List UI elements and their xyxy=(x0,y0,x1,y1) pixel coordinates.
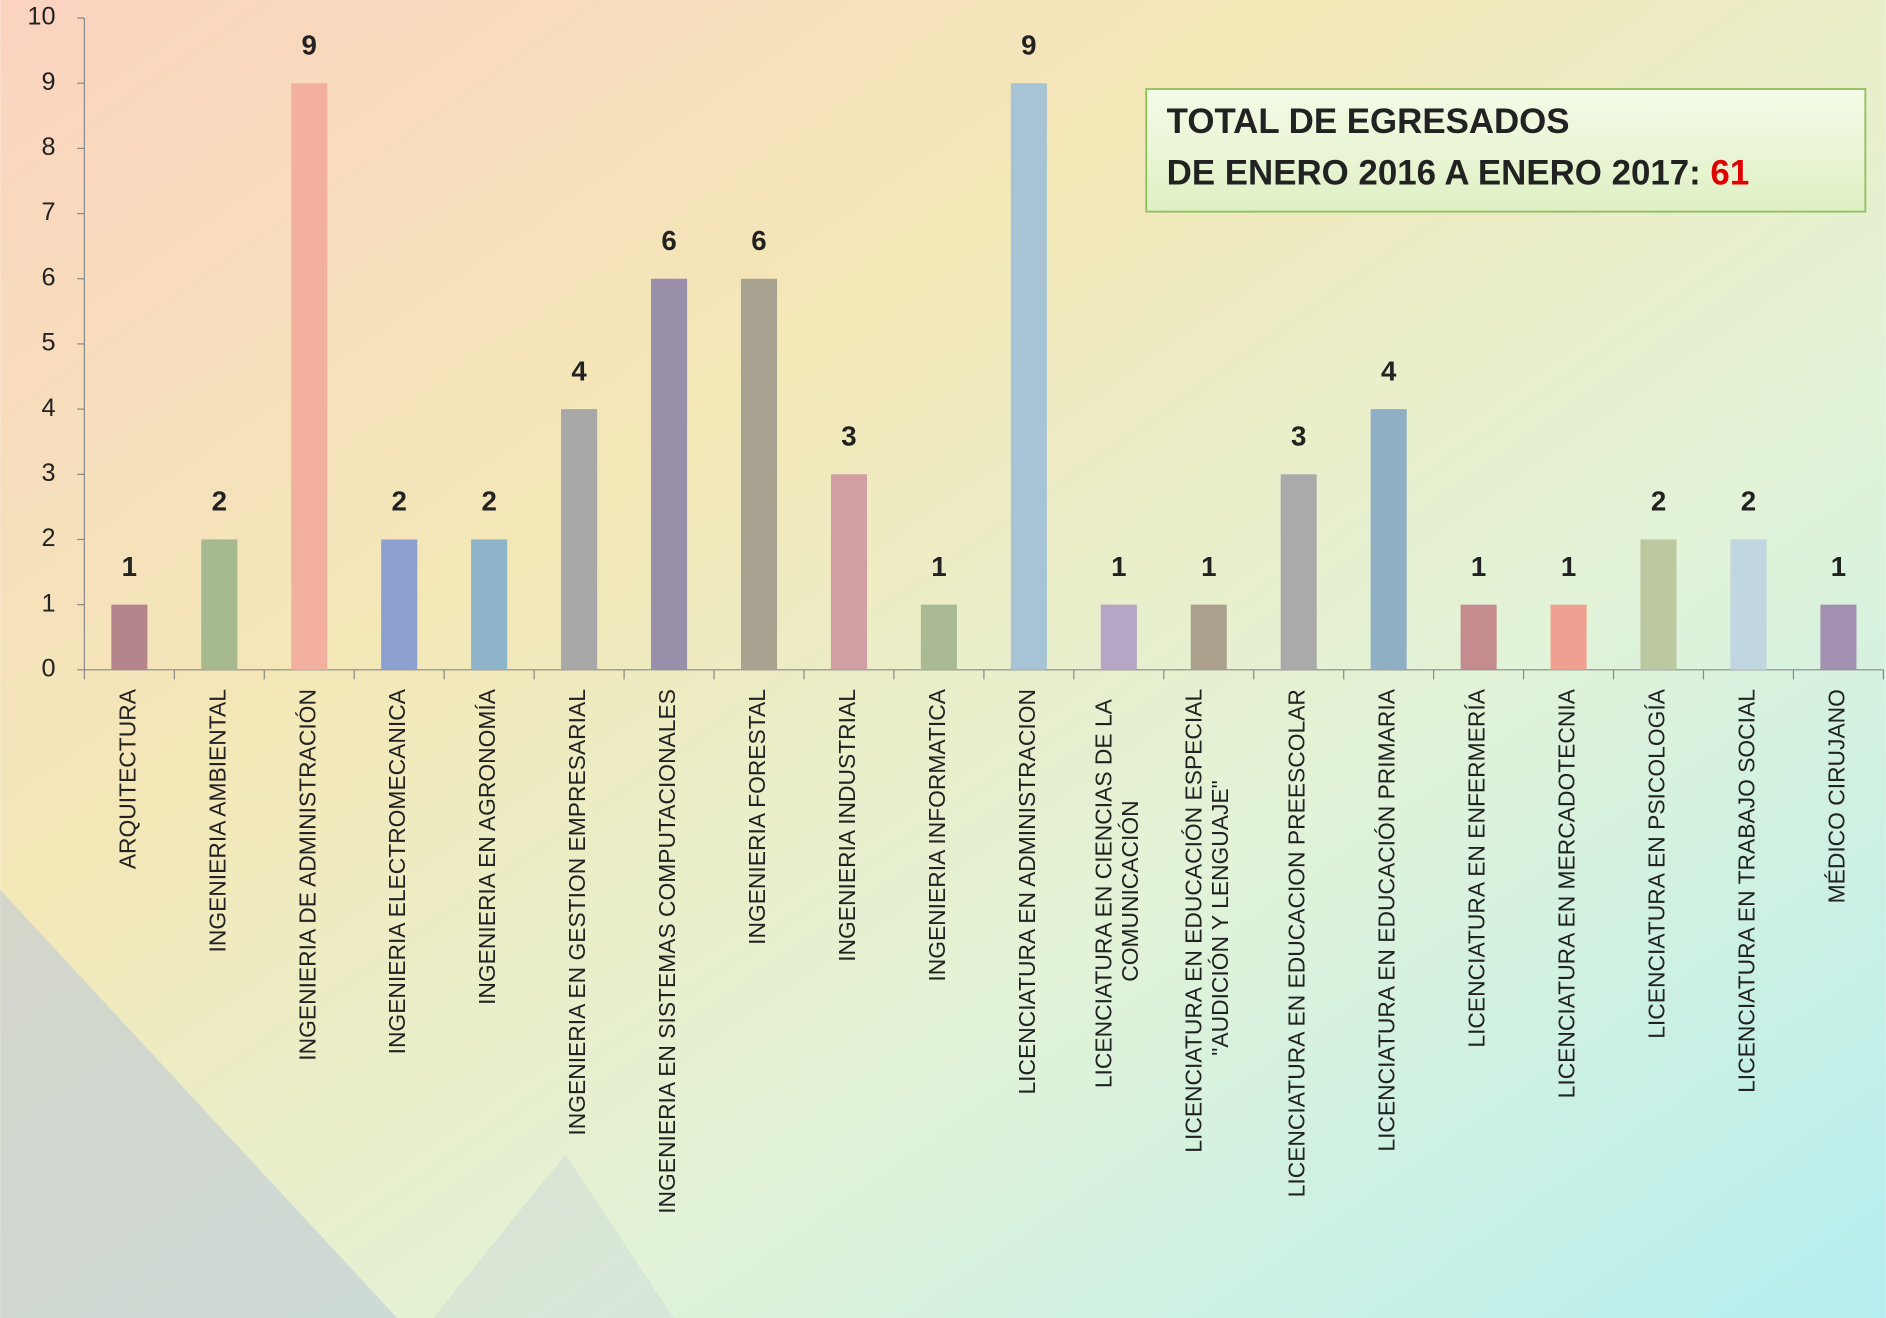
x-tick-label: INGENIERIA EN AGRONOMÍA xyxy=(474,688,500,1005)
x-tick-label: LICENCIATURA EN ENFERMERÍA xyxy=(1464,688,1490,1047)
x-tick-label: MÉDICO CIRUJANO xyxy=(1823,689,1849,903)
annotation-total: 61 xyxy=(1710,154,1749,193)
value-label: 1 xyxy=(1471,551,1486,582)
y-tick-label: 0 xyxy=(41,654,55,682)
value-label: 1 xyxy=(1831,551,1846,582)
x-tick-label: LICENCIATURA EN EDUCACIÓN PRIMARIA xyxy=(1374,688,1400,1151)
value-label: 2 xyxy=(481,486,496,517)
value-label: 1 xyxy=(1561,551,1576,582)
x-tick-label: LICENCIATURA EN CIENCIAS DE LA COMUNICAC… xyxy=(1091,694,1143,1088)
y-tick-label: 1 xyxy=(41,589,55,617)
y-tick-label: 9 xyxy=(41,68,55,96)
value-label: 3 xyxy=(1291,421,1306,452)
y-tick-label: 7 xyxy=(41,198,55,226)
value-label: 1 xyxy=(931,551,946,582)
y-tick-label: 4 xyxy=(41,394,55,422)
bar xyxy=(1280,474,1317,670)
bar xyxy=(471,539,508,670)
bar xyxy=(381,539,418,670)
annotation-line: DE ENERO 2016 A ENERO 2017: xyxy=(1167,154,1701,193)
bar xyxy=(1730,539,1767,670)
value-label: 2 xyxy=(1741,486,1756,517)
y-tick-label: 6 xyxy=(41,263,55,291)
bar xyxy=(1190,604,1227,670)
value-label: 2 xyxy=(1651,486,1666,517)
value-label: 6 xyxy=(751,225,766,256)
value-label: 2 xyxy=(392,486,407,517)
value-label: 9 xyxy=(302,29,317,60)
bar xyxy=(1370,409,1407,670)
x-tick-label: INGENIERIA INFORMATICA xyxy=(924,688,950,981)
x-tick-label: ARQUITECTURA xyxy=(114,688,140,869)
x-tick-label: INGENIERIA ELECTROMECANICA xyxy=(384,688,410,1054)
y-tick-label: 10 xyxy=(27,3,55,31)
bar xyxy=(201,539,238,670)
bar xyxy=(291,83,328,670)
value-label: 3 xyxy=(841,421,856,452)
y-tick-label: 8 xyxy=(41,133,55,161)
value-label: 1 xyxy=(1201,551,1216,582)
y-tick-label: 5 xyxy=(41,329,55,357)
annotation-line: DE ENERO 2016 A ENERO 2017: 61 xyxy=(1167,154,1750,193)
bar xyxy=(740,278,778,670)
x-tick-label: INGENIERIA DE ADMINISTRACIÓN xyxy=(294,689,320,1061)
value-label: 4 xyxy=(1381,355,1397,386)
bar xyxy=(111,604,148,670)
x-tick-label: LICENCIATURA EN ADMINISTRACION xyxy=(1014,689,1040,1094)
y-tick-label: 2 xyxy=(41,524,55,552)
bar xyxy=(1550,604,1587,670)
x-tick-label: INGENIERIA INDUSTRIAL xyxy=(834,689,860,962)
decor xyxy=(0,889,398,1318)
x-tick-label: LICENCIATURA EN MERCADOTECNIA xyxy=(1554,688,1580,1098)
bar xyxy=(651,278,688,670)
x-tick-label: LICENCIATURA EN PSICOLOGÍA xyxy=(1644,688,1670,1038)
value-label: 4 xyxy=(571,355,587,386)
total-box xyxy=(1145,88,1867,213)
bar xyxy=(1460,604,1497,670)
bar xyxy=(1100,604,1137,670)
decor xyxy=(433,1154,674,1318)
value-label: 6 xyxy=(661,225,676,256)
bar xyxy=(920,604,957,670)
bar xyxy=(561,409,598,670)
value-label: 1 xyxy=(1111,551,1126,582)
x-tick-label: INGENIERIA EN SISTEMAS COMPUTACIONALES xyxy=(654,689,680,1214)
value-label: 1 xyxy=(122,551,137,582)
y-tick-label: 3 xyxy=(41,459,55,487)
x-tick-label: LICENCIATURA EN EDUCACIÓN ESPECIAL "AUDI… xyxy=(1181,683,1233,1152)
annotation-line: TOTAL DE EGRESADOS xyxy=(1167,102,1570,141)
x-tick-label: INGENIERIA AMBIENTAL xyxy=(204,689,230,952)
bar xyxy=(1820,604,1857,670)
bar xyxy=(830,474,867,670)
value-label: 2 xyxy=(212,486,227,517)
x-tick-label: LICENCIATURA EN TRABAJO SOCIAL xyxy=(1734,689,1760,1093)
x-tick-label: INGENIERIA FORESTAL xyxy=(744,689,770,945)
x-tick-label: LICENCIATURA EN EDUCACION PREESCOLAR xyxy=(1284,689,1310,1197)
x-tick-label: INGENIERIA EN GESTION EMPRESARIAL xyxy=(564,689,590,1136)
bar xyxy=(1010,83,1047,670)
bar xyxy=(1640,539,1677,670)
value-label: 9 xyxy=(1021,29,1036,60)
